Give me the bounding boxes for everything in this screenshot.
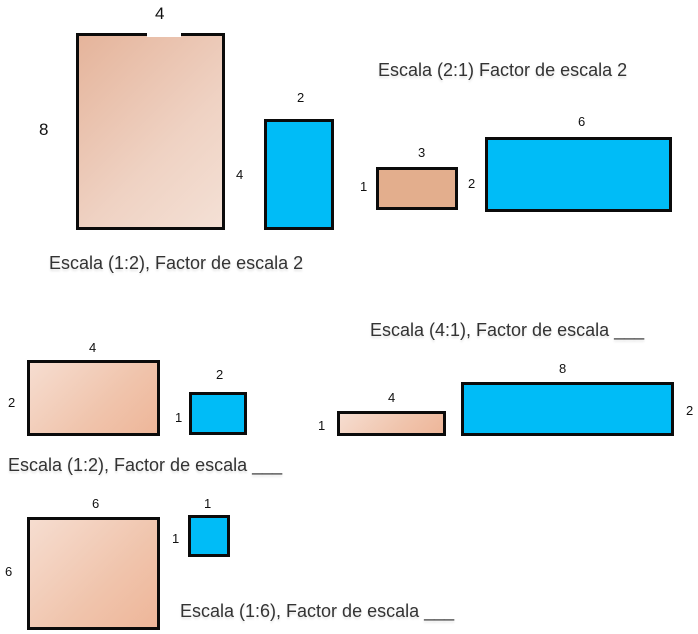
group-4-caption: Escala (4:1), Factor de escala ___ bbox=[370, 320, 645, 340]
group-2-original-rectangle bbox=[376, 167, 458, 210]
group-4-original-rectangle bbox=[337, 411, 446, 436]
group-4-scaled-height-label: 2 bbox=[686, 403, 694, 418]
group-5-original-width-label: 6 bbox=[92, 496, 100, 511]
group-3-caption: Escala (1:2), Factor de escala ___ bbox=[8, 455, 283, 475]
group-2-scaled-rectangle bbox=[485, 137, 672, 212]
group-3-scaled-rectangle bbox=[189, 392, 247, 435]
group-4-scaled-width-label: 8 bbox=[559, 361, 567, 376]
group-3-scaled-width-label: 2 bbox=[216, 367, 224, 382]
group-2-original-width-label: 3 bbox=[418, 145, 426, 160]
group-5-scaled-rectangle bbox=[188, 515, 230, 557]
group-1-original-width-label: 4 bbox=[155, 4, 165, 23]
group-4-original-height-label: 1 bbox=[318, 418, 326, 433]
group-1-scaled-height-label: 4 bbox=[236, 167, 244, 182]
group-1-scaled-width-label: 2 bbox=[297, 90, 305, 105]
group-1-caption: Escala (1:2), Factor de escala 2 bbox=[49, 253, 304, 273]
group-2-scaled-height-label: 2 bbox=[468, 176, 476, 191]
group-5-original-height-label: 6 bbox=[5, 564, 13, 579]
group-2-caption: Escala (2:1) Factor de escala 2 bbox=[378, 60, 628, 80]
group-5-scaled-width-label: 1 bbox=[204, 496, 212, 511]
group-5-caption: Escala (1:6), Factor de escala ___ bbox=[180, 601, 455, 621]
group-3-original-width-label: 4 bbox=[89, 340, 97, 355]
group-2-original-height-label: 1 bbox=[360, 179, 368, 194]
group-1-original-rectangle bbox=[76, 33, 225, 230]
group-4-scaled-rectangle bbox=[461, 382, 674, 436]
group-5-scaled-height-label: 1 bbox=[172, 531, 180, 546]
group-1-scaled-rectangle bbox=[264, 119, 334, 230]
group-4-original-width-label: 4 bbox=[388, 390, 396, 405]
border-gap bbox=[147, 33, 181, 37]
group-1-original-height-label: 8 bbox=[39, 120, 49, 139]
group-5-original-rectangle bbox=[27, 517, 160, 630]
group-3-scaled-height-label: 1 bbox=[175, 410, 183, 425]
group-3-original-rectangle bbox=[27, 360, 160, 436]
group-2-scaled-width-label: 6 bbox=[578, 114, 586, 129]
group-3-original-height-label: 2 bbox=[8, 395, 16, 410]
